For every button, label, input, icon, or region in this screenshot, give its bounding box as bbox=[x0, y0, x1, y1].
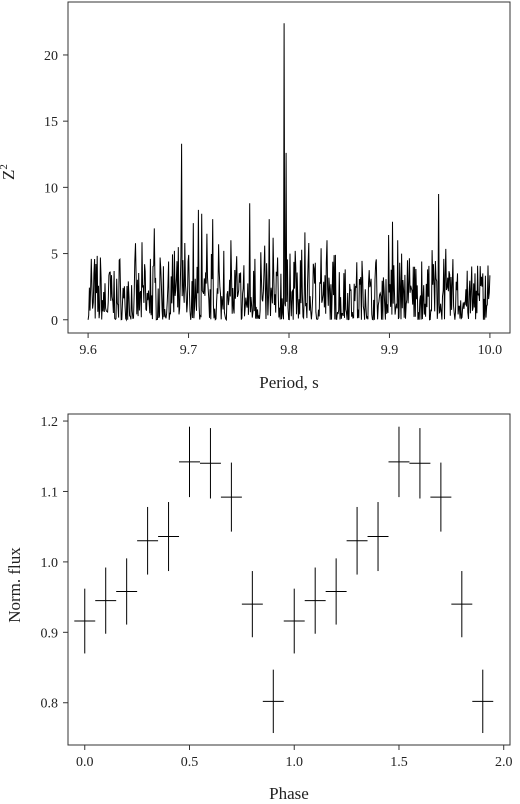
profile-x-tick-label: 2.0 bbox=[495, 755, 513, 770]
periodogram-y-tick-label: 5 bbox=[51, 248, 58, 263]
profile-points bbox=[74, 426, 494, 734]
periodogram-y-tick-label: 15 bbox=[44, 115, 58, 130]
profile-point bbox=[158, 502, 180, 572]
profile-x-ticks: 0.0 0.5 1.0 1.5 2.0 bbox=[76, 745, 512, 770]
profile-y-tick-label: 0.9 bbox=[41, 626, 59, 641]
periodogram-x-tick-label: 9.6 bbox=[79, 343, 97, 358]
profile-point bbox=[95, 567, 117, 634]
profile-y-tick-label: 1.0 bbox=[41, 556, 59, 571]
profile-y-tick-label: 1.2 bbox=[41, 415, 59, 430]
profile-point bbox=[346, 506, 368, 575]
profile-point bbox=[116, 558, 138, 625]
profile-y-axis-label: Norm. flux bbox=[5, 547, 24, 623]
profile-x-tick-label: 0.5 bbox=[181, 755, 199, 770]
profile-y-tick-label: 1.1 bbox=[41, 485, 59, 500]
periodogram-x-tick-label: 10.0 bbox=[478, 343, 503, 358]
profile-point bbox=[199, 428, 221, 499]
periodogram-x-ticks: 9.6 9.7 9.8 9.9 10.0 bbox=[79, 333, 502, 358]
periodogram-x-tick-label: 9.7 bbox=[180, 343, 198, 358]
profile-point bbox=[262, 669, 284, 734]
profile-point bbox=[409, 428, 431, 499]
profile-point bbox=[74, 588, 96, 654]
periodogram-y-tick-label: 0 bbox=[51, 314, 58, 329]
profile-point bbox=[451, 571, 473, 638]
z2-series-line bbox=[87, 23, 491, 322]
profile-point bbox=[367, 502, 389, 572]
periodogram-y-tick-label: 10 bbox=[44, 181, 58, 196]
profile-point bbox=[220, 462, 242, 532]
profile-point bbox=[241, 571, 263, 638]
profile-point bbox=[137, 506, 159, 575]
profile-x-tick-label: 0.0 bbox=[76, 755, 94, 770]
profile-x-tick-label: 1.0 bbox=[285, 755, 303, 770]
periodogram-x-tick-label: 9.9 bbox=[381, 343, 399, 358]
periodogram-y-tick-label: 20 bbox=[44, 49, 58, 64]
folded-profile-panel: 0.0 0.5 1.0 1.5 2.0 0.8 0.9 1.0 1.1 1.2 Phase No… bbox=[5, 413, 512, 803]
profile-y-tick-label: 0.8 bbox=[41, 697, 59, 712]
profile-x-axis-label: Phase bbox=[269, 784, 309, 803]
periodogram-y-ticks: 0 5 10 15 20 bbox=[44, 49, 68, 329]
profile-point bbox=[430, 462, 452, 532]
profile-y-ticks: 0.8 0.9 1.0 1.1 1.2 bbox=[41, 415, 68, 712]
profile-point bbox=[472, 669, 494, 734]
profile-point bbox=[388, 426, 410, 498]
periodogram-y-axis-label: Z2 bbox=[0, 164, 18, 180]
profile-frame bbox=[67, 413, 511, 746]
profile-point bbox=[283, 588, 305, 654]
profile-point bbox=[304, 567, 326, 634]
periodogram-panel: 9.6 9.7 9.8 9.9 10.0 0 5 10 15 20 Period, s Z2 bbox=[0, 1, 511, 392]
profile-point bbox=[325, 558, 347, 625]
periodogram-x-axis-label: Period, s bbox=[259, 373, 319, 392]
profile-point bbox=[179, 426, 200, 498]
profile-x-tick-label: 1.5 bbox=[390, 755, 408, 770]
periodogram-x-tick-label: 9.8 bbox=[280, 343, 298, 358]
